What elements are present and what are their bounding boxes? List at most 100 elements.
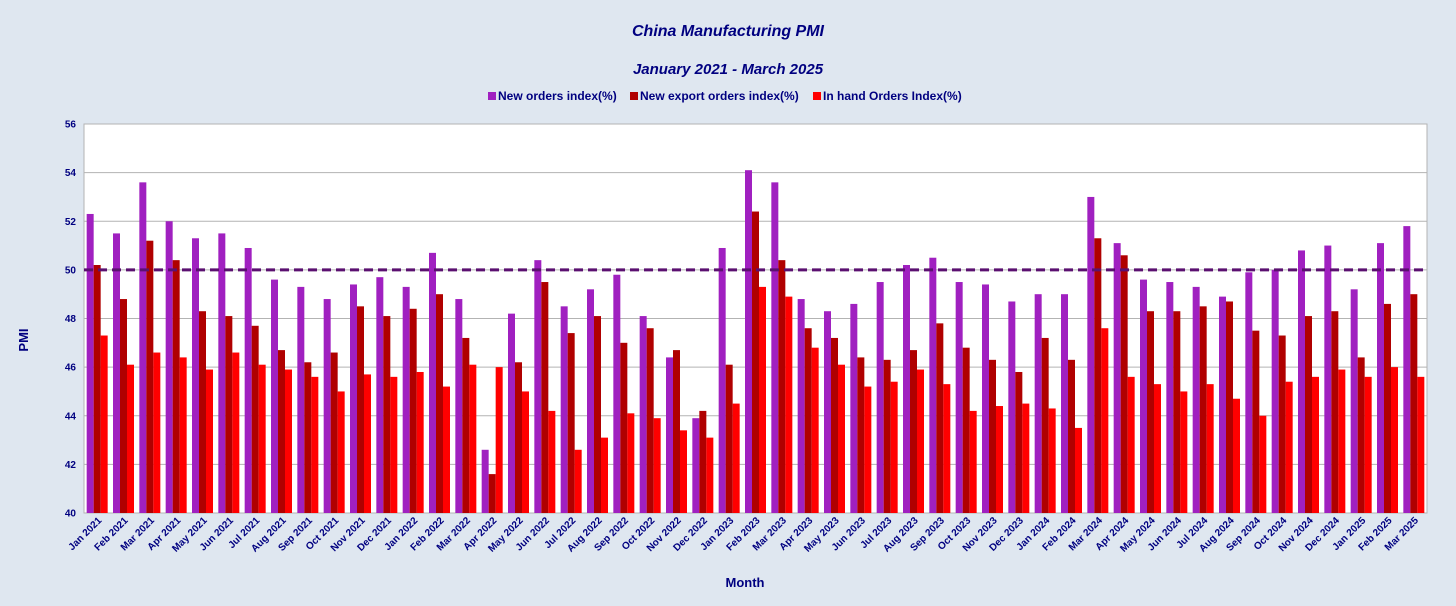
bar-in-hand-orders: [1391, 367, 1398, 514]
y-tick-label: 48: [65, 314, 77, 325]
bar-in-hand-orders: [574, 449, 582, 513]
bar-new-export-orders: [883, 359, 891, 513]
bar-new-export-orders: [383, 316, 391, 513]
bar-new-orders: [192, 238, 199, 513]
bar-in-hand-orders: [838, 364, 845, 513]
bar-in-hand-orders: [127, 364, 134, 513]
y-tick-label: 46: [65, 363, 77, 374]
bar-new-export-orders: [1410, 294, 1418, 513]
bar-in-hand-orders: [232, 352, 240, 513]
chart-title: China Manufacturing PMI: [632, 23, 825, 40]
bar-in-hand-orders: [785, 296, 793, 513]
bar-new-export-orders: [1305, 316, 1312, 513]
bar-in-hand-orders: [522, 391, 529, 513]
bar-in-hand-orders: [469, 364, 477, 513]
bar-new-orders: [534, 260, 542, 513]
bar-new-export-orders: [804, 328, 812, 513]
legend-label-in-hand-orders: In hand Orders Index(%): [823, 89, 962, 103]
bar-new-export-orders: [1173, 311, 1181, 513]
bar-new-export-orders: [1041, 337, 1049, 513]
bar-new-export-orders: [1094, 238, 1102, 513]
bar-in-hand-orders: [364, 374, 371, 513]
bar-in-hand-orders: [864, 386, 872, 513]
bar-new-export-orders: [1226, 301, 1233, 513]
bar-in-hand-orders: [1338, 369, 1346, 513]
bar-in-hand-orders: [1417, 376, 1425, 513]
bar-new-orders: [1350, 289, 1358, 513]
bar-in-hand-orders: [943, 384, 951, 513]
bar-new-export-orders: [304, 362, 312, 513]
bar-new-export-orders: [567, 333, 575, 513]
bar-new-orders: [429, 252, 436, 514]
y-tick-label: 56: [65, 120, 77, 131]
bar-in-hand-orders: [996, 406, 1003, 513]
bar-new-orders: [666, 357, 673, 513]
bar-new-orders: [955, 282, 963, 513]
bar-new-orders: [402, 286, 410, 513]
bar-in-hand-orders: [759, 286, 766, 513]
bar-new-export-orders: [172, 260, 180, 513]
bar-new-orders: [297, 286, 305, 513]
bar-new-orders: [1219, 296, 1226, 513]
bar-new-orders: [745, 170, 752, 513]
bar-new-orders: [1113, 243, 1121, 513]
bar-new-orders: [718, 247, 726, 514]
bar-new-orders: [929, 257, 937, 513]
bar-in-hand-orders: [443, 386, 450, 513]
bar-in-hand-orders: [258, 364, 266, 513]
bar-new-export-orders: [1120, 255, 1128, 514]
bar-new-export-orders: [225, 316, 233, 513]
bar-new-orders: [244, 247, 252, 514]
legend-label-new-export-orders: New export orders index(%): [640, 89, 799, 103]
bar-new-export-orders: [725, 364, 733, 513]
bar-new-export-orders: [1278, 335, 1286, 513]
legend-label-new-orders: New orders index(%): [498, 89, 617, 103]
bar-new-export-orders: [1015, 371, 1023, 513]
bar-new-orders: [560, 306, 568, 513]
bar-in-hand-orders: [969, 410, 977, 513]
bar-new-orders: [1245, 272, 1253, 513]
bar-new-export-orders: [278, 350, 285, 513]
bar-new-export-orders: [778, 260, 786, 513]
bar-new-export-orders: [699, 410, 707, 513]
bar-new-export-orders: [93, 265, 101, 513]
bar-new-orders: [876, 282, 884, 513]
bar-new-export-orders: [409, 308, 417, 513]
bar-new-orders: [850, 303, 858, 513]
bar-new-orders: [797, 299, 805, 513]
bar-new-export-orders: [910, 350, 917, 513]
bar-new-export-orders: [620, 342, 628, 513]
y-axis-label: PMI: [16, 328, 31, 351]
bar-new-export-orders: [936, 323, 944, 513]
bar-in-hand-orders: [601, 437, 608, 513]
bar-new-orders: [86, 213, 94, 513]
bar-new-orders: [824, 311, 831, 513]
bar-in-hand-orders: [1312, 376, 1319, 513]
bar-in-hand-orders: [179, 357, 187, 513]
y-tick-label: 50: [65, 265, 77, 276]
bar-new-orders: [982, 284, 989, 513]
bar-in-hand-orders: [890, 381, 898, 513]
bar-in-hand-orders: [1048, 408, 1056, 513]
bar-in-hand-orders: [627, 413, 635, 513]
bar-in-hand-orders: [1285, 381, 1293, 513]
legend-swatch-new-orders: [488, 92, 496, 100]
bar-in-hand-orders: [337, 391, 345, 513]
bar-in-hand-orders: [1154, 384, 1161, 513]
bar-new-orders: [1008, 301, 1016, 513]
bar-in-hand-orders: [495, 367, 503, 514]
bar-new-orders: [1087, 196, 1095, 513]
bar-new-orders: [350, 284, 357, 513]
bar-new-orders: [613, 274, 621, 513]
bar-in-hand-orders: [1206, 384, 1214, 513]
legend-swatch-new-export-orders: [630, 92, 638, 100]
bar-new-export-orders: [857, 357, 865, 513]
bar-new-orders: [508, 313, 515, 513]
bar-in-hand-orders: [311, 376, 319, 513]
bar-in-hand-orders: [1022, 403, 1030, 513]
bar-new-orders: [455, 299, 463, 513]
y-tick-label: 54: [65, 168, 77, 179]
bar-new-orders: [1166, 282, 1174, 513]
bar-new-export-orders: [330, 352, 338, 513]
